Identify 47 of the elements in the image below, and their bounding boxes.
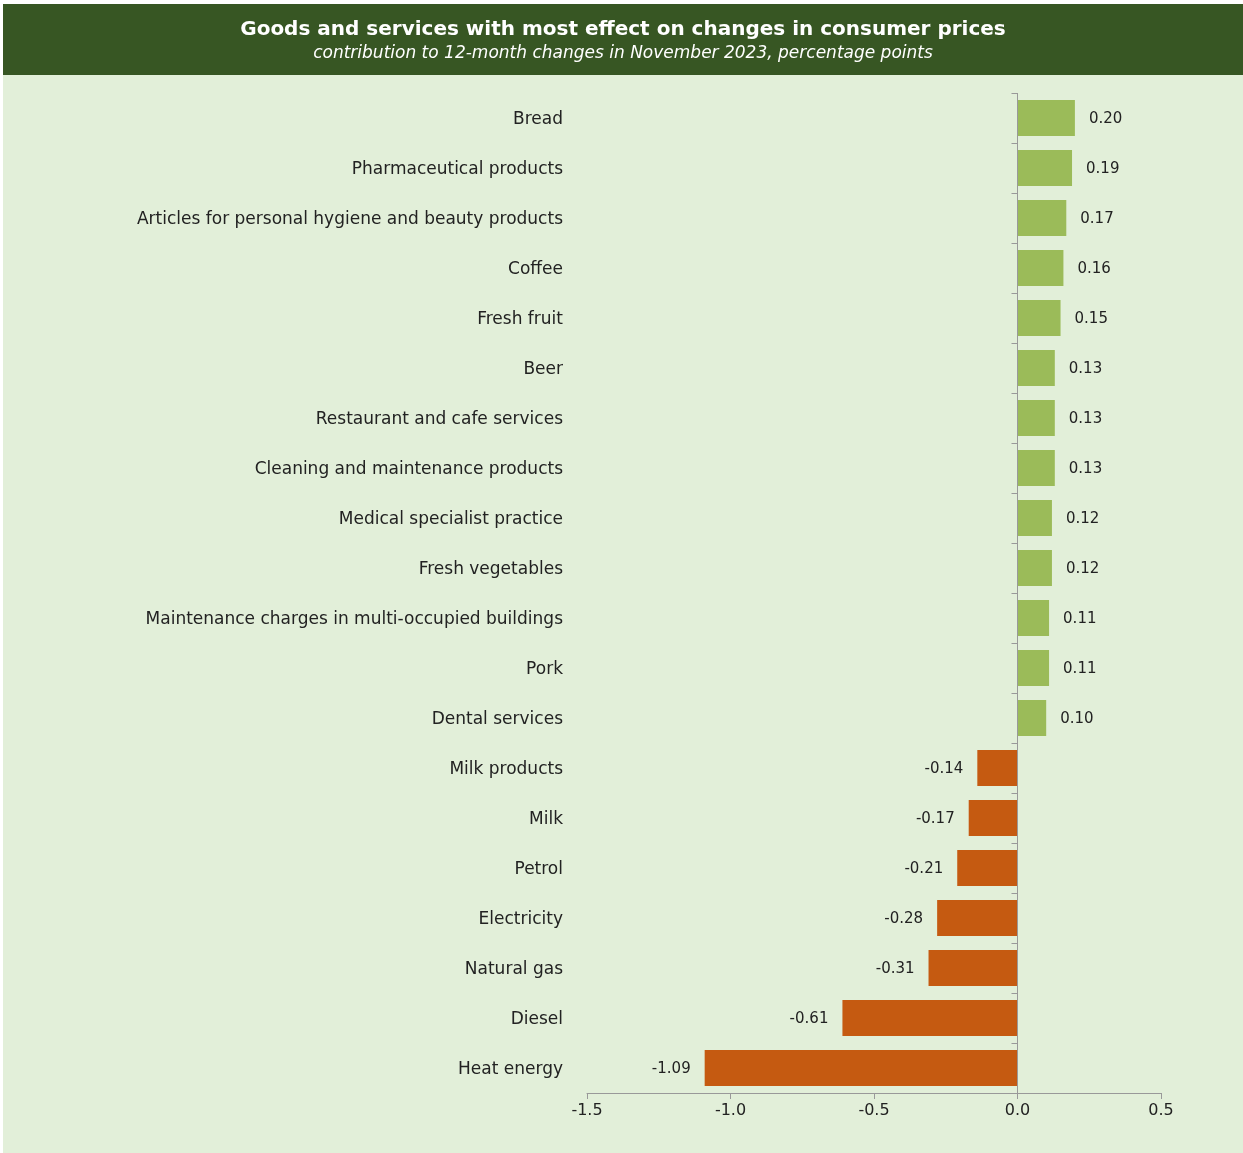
y-tick-label: Medical specialist practice xyxy=(338,508,563,528)
y-tick-label: Petrol xyxy=(514,858,563,878)
x-tick-label: -0.5 xyxy=(858,1099,890,1119)
data-label: 0.11 xyxy=(1063,609,1097,627)
data-label: -0.61 xyxy=(789,1009,829,1027)
x-tick-label: -1.5 xyxy=(571,1099,603,1119)
y-tick-label: Coffee xyxy=(508,258,563,278)
data-label: 0.10 xyxy=(1060,709,1094,727)
data-label: -0.14 xyxy=(924,759,964,777)
y-tick-label: Dental services xyxy=(431,708,564,728)
chart-subtitle: contribution to 12-month changes in November 2023, percentage points xyxy=(312,42,934,62)
data-label: -0.21 xyxy=(904,859,944,877)
data-label: -0.31 xyxy=(875,959,915,977)
y-tick-label: Natural gas xyxy=(464,958,564,978)
chart-title: Goods and services with most effect on changes in consumer prices xyxy=(239,15,1007,40)
y-tick-label: Fresh vegetables xyxy=(418,558,564,578)
y-tick-label: Fresh fruit xyxy=(477,308,564,328)
y-tick-label: Pharmaceutical products xyxy=(351,158,564,178)
data-label: -0.28 xyxy=(884,909,924,927)
data-label: 0.11 xyxy=(1063,659,1097,677)
data-label: 0.12 xyxy=(1065,559,1100,577)
y-tick-label: Heat energy xyxy=(458,1058,563,1078)
y-tick-label: Maintenance charges in multi-occupied buildings xyxy=(145,608,564,628)
y-tick-label: Diesel xyxy=(510,1008,563,1028)
x-tick-label: -1.0 xyxy=(714,1099,747,1119)
data-label: 0.20 xyxy=(1088,109,1123,127)
y-tick-label: Bread xyxy=(513,108,563,128)
data-label: 0.16 xyxy=(1077,259,1111,277)
data-label: 0.12 xyxy=(1065,509,1100,527)
y-tick-label: Articles for personal hygiene and beauty products xyxy=(136,208,564,228)
y-tick-label: Milk xyxy=(529,808,564,828)
y-tick-label: Cleaning and maintenance products xyxy=(254,458,564,478)
data-label: 0.19 xyxy=(1086,159,1120,177)
data-label: 0.13 xyxy=(1068,359,1103,377)
y-tick-label: Pork xyxy=(526,658,564,678)
data-label: 0.15 xyxy=(1074,309,1108,327)
data-label: 0.17 xyxy=(1080,209,1114,227)
data-label: -0.17 xyxy=(915,809,955,827)
data-label: 0.13 xyxy=(1068,409,1103,427)
data-label: 0.13 xyxy=(1068,459,1103,477)
data-label: -1.09 xyxy=(651,1059,691,1077)
x-tick-label: 0.0 xyxy=(1004,1099,1031,1119)
y-tick-label: Beer xyxy=(523,358,563,378)
y-tick-label: Electricity xyxy=(478,908,563,928)
y-tick-label: Milk products xyxy=(449,758,564,778)
y-tick-label: Restaurant and cafe services xyxy=(315,408,564,428)
x-tick-label: 0.5 xyxy=(1148,1099,1174,1119)
